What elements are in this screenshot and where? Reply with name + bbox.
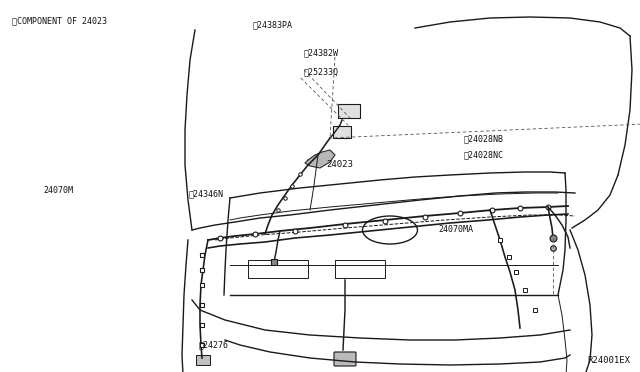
Text: ※COMPONENT OF 24023: ※COMPONENT OF 24023 xyxy=(12,17,106,26)
Bar xyxy=(248,260,308,278)
Text: 24070MA: 24070MA xyxy=(438,225,474,234)
Bar xyxy=(333,126,351,138)
Text: ※24028NC: ※24028NC xyxy=(464,151,504,160)
FancyBboxPatch shape xyxy=(334,352,356,366)
Text: 24070M: 24070M xyxy=(44,186,74,195)
Text: ※24383PA: ※24383PA xyxy=(253,20,293,29)
Bar xyxy=(338,104,360,118)
Bar xyxy=(196,355,210,365)
Text: R24001EX: R24001EX xyxy=(588,356,630,365)
Polygon shape xyxy=(305,150,335,168)
Text: 24023: 24023 xyxy=(326,160,353,169)
Text: ※24346N: ※24346N xyxy=(189,190,224,199)
Text: ※24276: ※24276 xyxy=(198,340,228,349)
Text: ※24028NB: ※24028NB xyxy=(464,134,504,143)
Bar xyxy=(335,260,385,278)
Text: ※25233Q: ※25233Q xyxy=(304,67,339,76)
Text: ※24382W: ※24382W xyxy=(304,48,339,57)
